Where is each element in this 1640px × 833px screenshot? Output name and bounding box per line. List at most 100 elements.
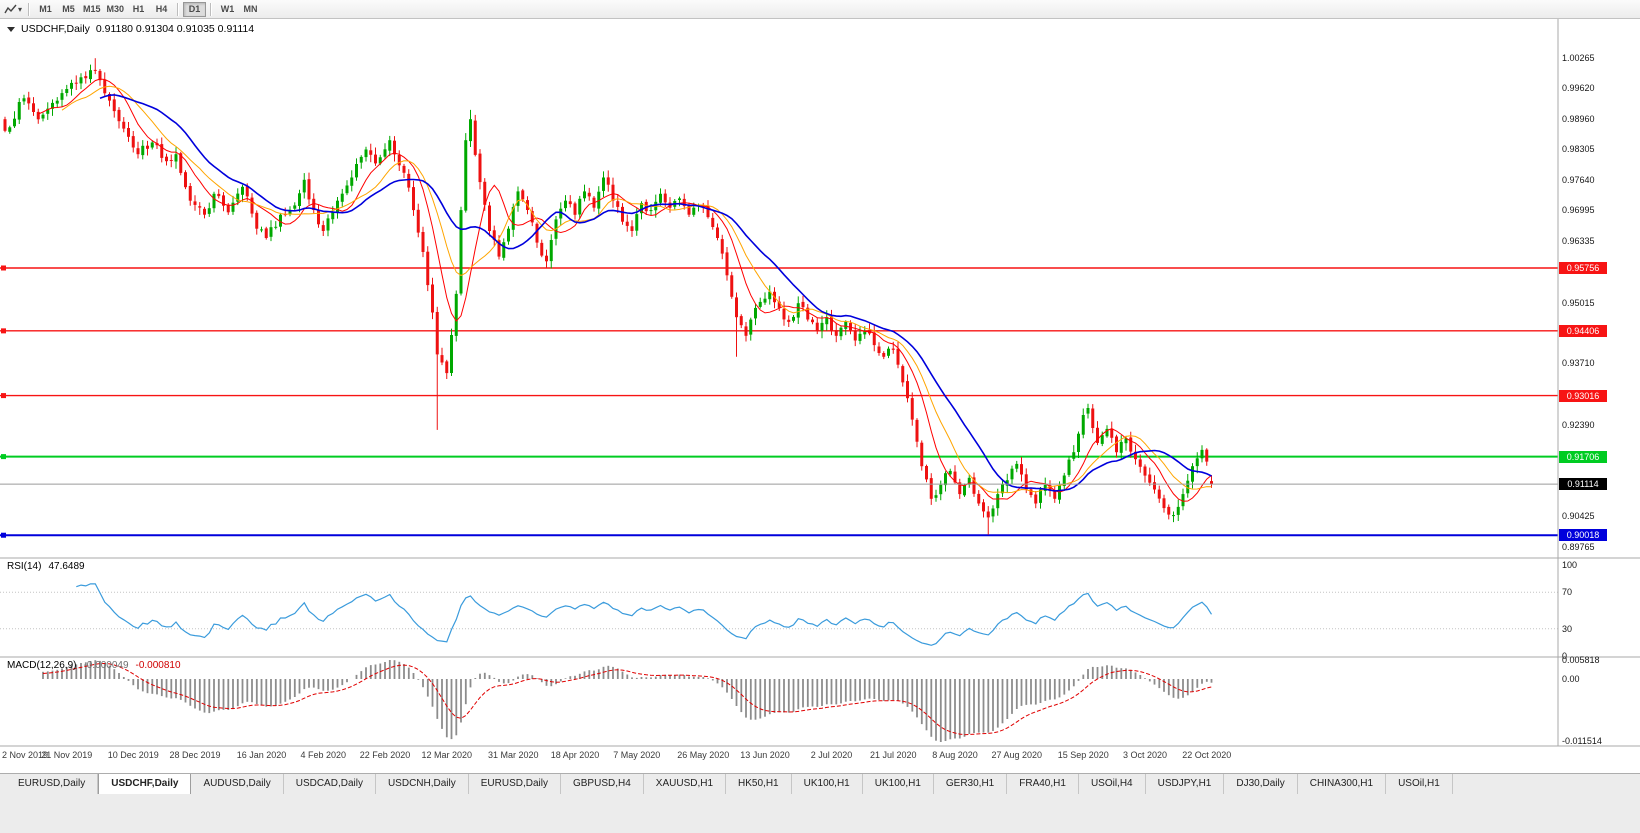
date-label: 12 Mar 2020: [421, 750, 473, 760]
hline-anchor-marker: [1, 265, 6, 271]
timeframe-w1-button[interactable]: W1: [216, 2, 239, 17]
bottom-tab-dj30-daily[interactable]: DJ30,Daily: [1224, 774, 1298, 794]
rsi-layer: [0, 583, 1558, 646]
bottom-tab-usdcad-daily[interactable]: USDCAD,Daily: [284, 774, 376, 794]
bottom-tab-usoil-h4[interactable]: USOil,H4: [1079, 774, 1146, 794]
macd-signal-line: [42, 662, 1212, 736]
timeframe-h1-button[interactable]: H1: [127, 2, 150, 17]
price-tick-label: 0.96995: [1562, 205, 1595, 216]
bottom-tab-gbpusd-h4[interactable]: GBPUSD,H4: [561, 774, 644, 794]
candles-layer: [3, 58, 1213, 535]
rsi-level-label: 30: [1562, 623, 1573, 634]
macd-layer: [42, 660, 1213, 742]
bottom-tab-xauusd-h1[interactable]: XAUUSD,H1: [644, 774, 727, 794]
price-tick-label: 0.89765: [1562, 542, 1595, 552]
timeframe-m1-button[interactable]: M1: [34, 2, 57, 17]
price-tick-label: 0.93710: [1562, 358, 1595, 369]
hline-price-badge: 0.91706: [1559, 450, 1607, 463]
price-tick-label: 0.98960: [1562, 113, 1595, 124]
date-label: 8 Aug 2020: [932, 750, 978, 760]
ma-8-line: [38, 78, 1212, 502]
date-label: 27 Aug 2020: [991, 750, 1043, 760]
bottom-tab-audusd-daily[interactable]: AUDUSD,Daily: [191, 774, 284, 794]
bottom-tab-eurusd-daily[interactable]: EURUSD,Daily: [6, 774, 99, 794]
timeframe-m15-button[interactable]: M15: [80, 2, 104, 17]
date-label: 2 Nov 2019: [2, 750, 49, 760]
date-label: 22 Oct 2020: [1182, 750, 1232, 760]
date-label: 7 May 2020: [613, 750, 661, 760]
date-label: 15 Sep 2020: [1057, 750, 1109, 760]
bottom-tab-usoil-h1[interactable]: USOil,H1: [1386, 774, 1453, 794]
timeframe-mn-button[interactable]: MN: [239, 2, 262, 17]
price-tick-label: 1.00265: [1562, 53, 1595, 63]
dropdown-caret-icon[interactable]: ▾: [18, 4, 23, 14]
date-label: 4 Feb 2020: [300, 750, 347, 760]
date-label: 22 Feb 2020: [359, 750, 411, 760]
hline-anchor-marker: [1, 454, 6, 460]
date-label: 21 Jul 2020: [869, 750, 917, 760]
rsi-level-label: 0: [1562, 651, 1568, 661]
bottom-tab-fra40-h1[interactable]: FRA40,H1: [1007, 774, 1079, 794]
date-label: 28 Dec 2019: [169, 750, 221, 760]
rsi-name: RSI(14): [7, 561, 42, 572]
macd-name: MACD(12,26,9): [7, 660, 77, 671]
timeframe-h4-button[interactable]: H4: [150, 2, 173, 17]
bottom-tab-hk50-h1[interactable]: HK50,H1: [726, 774, 792, 794]
macd-signal-value: -0.000810: [135, 660, 181, 671]
toolbar-separator: [28, 2, 31, 16]
date-label: 16 Jan 2020: [236, 750, 287, 760]
macd-level-label: 0.00: [1562, 673, 1580, 684]
bottom-tab-ger30-h1[interactable]: GER30,H1: [934, 774, 1008, 794]
hline-anchor-marker: [1, 393, 6, 399]
price-tick-label: 0.99620: [1562, 83, 1595, 94]
rsi-value: 47.6489: [48, 561, 85, 572]
bottom-tab-china300-h1[interactable]: CHINA300,H1: [1298, 774, 1387, 794]
price-tick-label: 0.96335: [1562, 236, 1595, 247]
timeframe-m5-button[interactable]: M5: [57, 2, 80, 17]
chart-title-ohlc: 0.91180 0.91304 0.91035 0.91114: [95, 23, 255, 35]
bottom-tab-usdjpy-h1[interactable]: USDJPY,H1: [1146, 774, 1225, 794]
ma-21-line: [99, 94, 1212, 492]
hline-anchor-marker: [1, 328, 6, 334]
bottom-tab-uk100-h1[interactable]: UK100,H1: [792, 774, 863, 794]
price-tick-label: 0.97640: [1562, 175, 1595, 186]
macd-panel-label: MACD(12,26,9) -0.000049 -0.000810: [7, 660, 181, 671]
panel-separators: [0, 19, 1640, 747]
date-label: 2 Jul 2020: [810, 750, 853, 760]
price-axis[interactable]: [1558, 19, 1640, 746]
date-label: 31 Mar 2020: [487, 750, 539, 760]
date-label: 18 Apr 2020: [550, 750, 600, 760]
timeframe-m30-button[interactable]: M30: [104, 2, 128, 17]
price-tick-label: 0.90425: [1562, 511, 1595, 522]
bottom-tab-usdchf-daily[interactable]: USDCHF,Daily: [98, 774, 192, 794]
timeframe-toolbar: ▾ M1 M5 M15 M30 H1 H4 D1 W1 MN: [0, 0, 1640, 19]
chart-tab-bar: EURUSD,Daily USDCHF,Daily AUDUSD,Daily USDC…: [0, 773, 1640, 794]
toolbar-separator: [177, 2, 180, 16]
date-label: 3 Oct 2020: [1122, 750, 1168, 760]
toolbar-separator: [210, 2, 213, 16]
line-chart-icon[interactable]: [3, 3, 18, 16]
hline-price-badge: 0.94406: [1559, 324, 1607, 337]
chart-menu-icon[interactable]: [7, 26, 15, 32]
date-label: 26 May 2020: [677, 750, 730, 760]
rsi-level-label: 100: [1562, 560, 1578, 570]
macd-main-value: -0.000049: [83, 660, 129, 671]
date-label: 10 Dec 2019: [107, 750, 159, 760]
timeframe-d1-button[interactable]: D1: [183, 1, 207, 17]
bottom-area: [0, 794, 1640, 833]
ma-13-line: [61, 85, 1212, 494]
bottom-tab-uk100-h1[interactable]: UK100,H1: [863, 774, 934, 794]
macd-level-label: 0.005818: [1562, 655, 1600, 665]
hlines-layer: [0, 265, 1558, 538]
bid-price-badge: 0.91114: [1559, 478, 1607, 491]
chart-title: USDCHF,Daily 0.91180 0.91304 0.91035 0.9…: [7, 23, 254, 35]
hline-price-badge: 0.95756: [1559, 261, 1607, 274]
bottom-tab-usdcnh-daily[interactable]: USDCNH,Daily: [376, 774, 469, 794]
bottom-tab-eurusd-daily[interactable]: EURUSD,Daily: [469, 774, 561, 794]
hline-anchor-marker: [1, 532, 6, 538]
rsi-line: [76, 583, 1213, 646]
price-tick-label: 0.92390: [1562, 419, 1595, 430]
date-label: 13 Jun 2020: [740, 750, 790, 760]
rsi-panel-label: RSI(14) 47.6489: [7, 561, 85, 572]
